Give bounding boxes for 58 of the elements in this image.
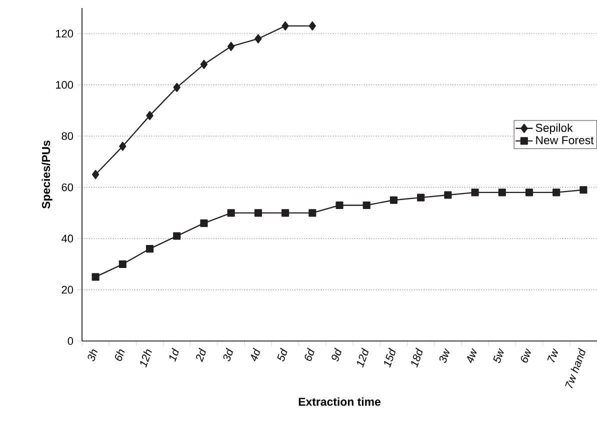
y-tick-label: 80 [62,132,74,140]
x-tick-label: 3d [223,348,234,362]
x-tick-label: 4d [250,348,260,362]
x-tick-label: 5d [277,348,288,362]
point [227,209,235,217]
point [200,60,208,69]
point [282,21,289,31]
legend-label: Sepilok [536,123,573,134]
point [119,142,126,151]
point [362,201,370,210]
point [227,42,235,52]
point [308,21,316,31]
point [308,209,316,217]
point [92,273,100,281]
point [498,188,506,196]
x-tick-label: 9d [332,348,342,362]
point [552,188,560,196]
point [336,201,344,210]
point [471,188,479,196]
point [580,186,588,194]
point [146,244,154,253]
x-tick-label: 3w [439,348,450,363]
point [282,209,290,217]
y-tick-label: 60 [62,183,74,192]
point [444,191,452,199]
x-tick-label: 12d [357,348,369,368]
point [525,188,534,196]
point [390,196,398,204]
x-tick-label: 7w hand [565,348,586,388]
legend-label: New Forest [536,136,594,144]
x-tick-label: 12h [140,350,152,368]
x-tick-label: 3h [88,350,98,362]
x-tick-label: 18d [411,348,423,368]
x-tick-label: 6h [115,350,125,361]
y-tick-label: 40 [62,234,74,242]
y-tick-label: 100 [56,80,74,89]
y-axis-title: Species/PUs [42,140,52,209]
x-tick-label: 6w [520,348,531,363]
x-tick-label: 4w [467,348,477,364]
point [254,34,262,44]
point [173,232,181,240]
x-tick-label: 5w [493,348,504,363]
x-tick-label: 2d [196,348,206,362]
y-tick-label: 0 [68,337,74,345]
y-tick-label: 20 [62,286,74,294]
point [118,260,126,268]
point [92,170,100,180]
point [254,209,262,217]
x-tick-label: 7w [547,348,558,363]
point [146,111,154,120]
y-tick-label: 120 [56,30,74,38]
x-axis-title: Extraction time [298,397,380,406]
point [417,194,425,202]
x-tick-label: 15d [384,348,396,368]
point [173,82,180,92]
x-tick-label: 6d [304,348,314,361]
point [200,219,208,227]
x-tick-label: 1d [169,348,179,362]
